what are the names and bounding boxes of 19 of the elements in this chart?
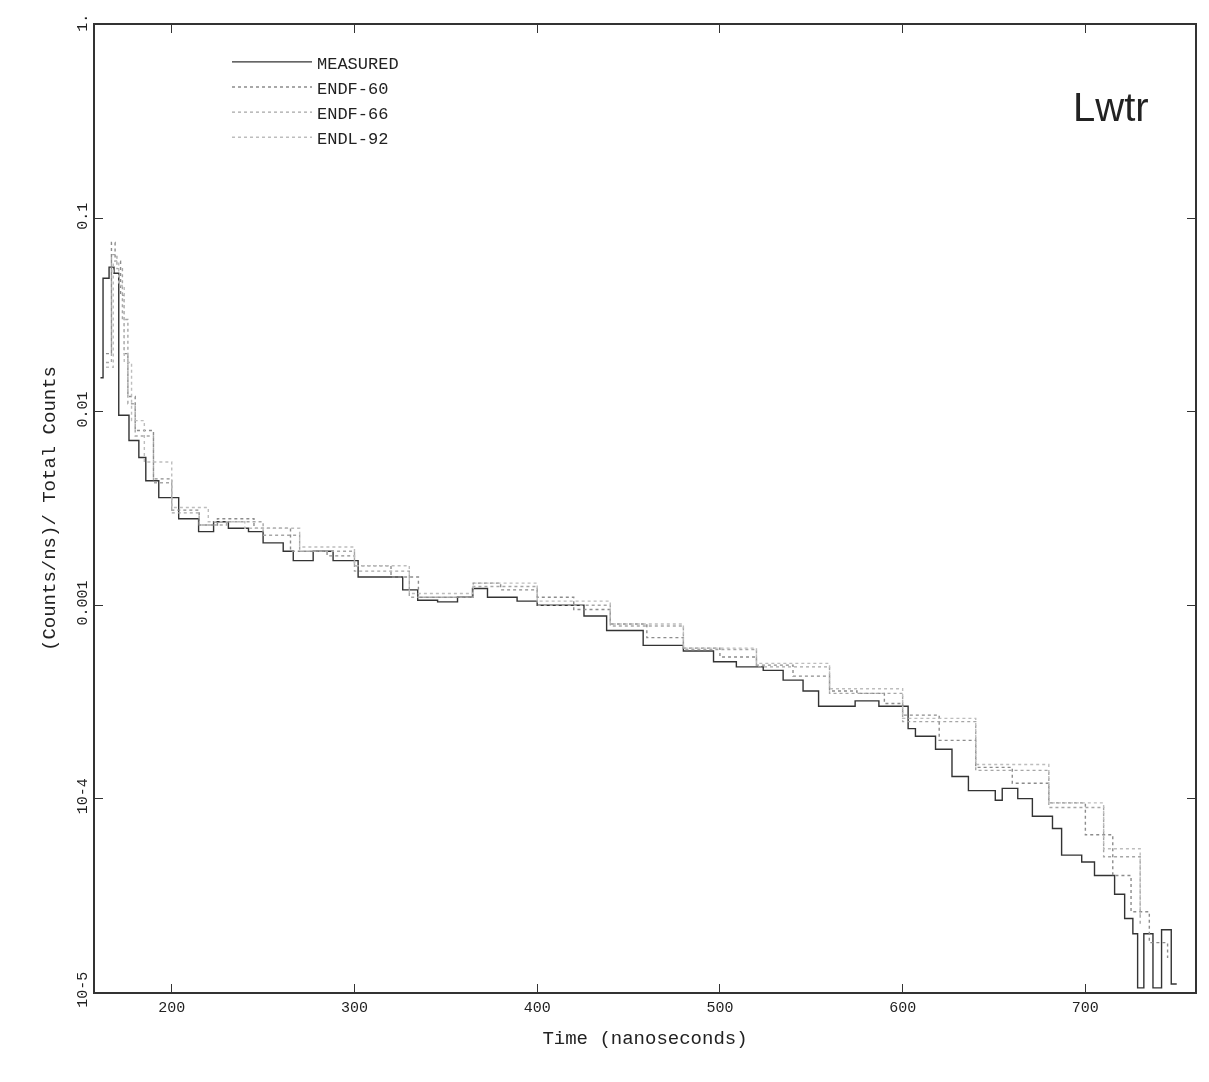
y-tick-label: 0.01	[75, 391, 93, 428]
y-tick-label: 10-4	[75, 778, 93, 815]
legend-label: ENDF-66	[317, 104, 389, 124]
y-tick-label: 0.001	[75, 580, 93, 626]
y-tick-label: 1.	[75, 13, 93, 32]
x-tick-label: 200	[158, 999, 186, 1017]
y-axis-title: (Counts/ns)/ Total Counts	[38, 365, 61, 652]
annotation: Lwtr	[1073, 85, 1149, 129]
x-axis-title: Time (nanoseconds)	[542, 1028, 748, 1051]
legend-label: ENDL-92	[317, 129, 389, 149]
x-tick-label: 600	[889, 999, 917, 1017]
x-tick-label: 500	[706, 999, 734, 1017]
y-tick-label: 0.1	[75, 202, 93, 230]
x-tick-label: 300	[340, 999, 368, 1017]
x-tick-label: 400	[523, 999, 551, 1017]
y-tick-label: 10-5	[75, 971, 93, 1008]
x-tick-label: 700	[1071, 999, 1099, 1017]
legend-label: MEASURED	[317, 54, 399, 74]
legend-label: ENDF-60	[317, 79, 389, 99]
